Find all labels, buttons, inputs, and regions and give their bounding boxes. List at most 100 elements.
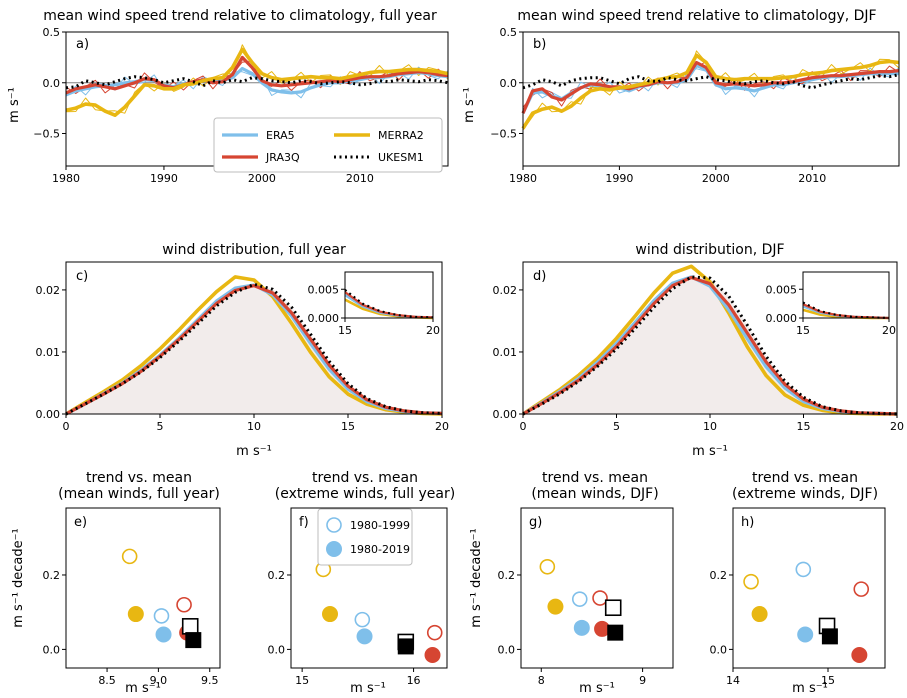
panel-c-ytick-label: 0.02 bbox=[36, 284, 61, 297]
panel-d-xtick-label: 15 bbox=[797, 420, 811, 433]
panel-f-point-era5-1980-1999 bbox=[354, 611, 371, 628]
panel-d-inset-series-ukesm1 bbox=[802, 301, 890, 320]
panel-c-title: wind distribution, full year bbox=[162, 242, 346, 258]
panel-d-xtick-label: 5 bbox=[613, 420, 620, 433]
panel-g-point-ukesm1-1980-1999 bbox=[604, 599, 622, 617]
panel-h-point-era5-1980-1999 bbox=[795, 561, 812, 578]
panel-c-series-ukesm1 bbox=[65, 282, 443, 416]
panel-h-xtick-label: 14 bbox=[726, 674, 740, 687]
panel-e-xtick-label: 8.5 bbox=[98, 674, 116, 687]
panel-e-ytick-label: 0.2 bbox=[43, 569, 61, 582]
panel-d-inset-xtick-label: 20 bbox=[882, 324, 896, 337]
legend-label-era5: ERA5 bbox=[266, 129, 295, 142]
scatter-legend-label-1980-2019: 1980-2019 bbox=[350, 543, 410, 556]
legend-box bbox=[213, 117, 443, 173]
panel-d-ytick-label: 0.02 bbox=[493, 284, 518, 297]
panel-b-series-jra3q bbox=[521, 60, 900, 114]
panel-c-inset-bg bbox=[345, 272, 433, 318]
panel-c-xtick-label: 20 bbox=[435, 420, 449, 433]
panel-b-label: b) bbox=[533, 37, 546, 52]
panel-h-point-jra3q-1980-2019 bbox=[851, 646, 868, 663]
legend-label-merra2: MERRA2 bbox=[378, 129, 424, 142]
panel-a-series-ukesm1 bbox=[65, 75, 449, 90]
panel-d-xtick-label: 10 bbox=[703, 420, 717, 433]
panel-c-xtick-label: 0 bbox=[63, 420, 70, 433]
panel-d-shaded-area bbox=[523, 276, 897, 414]
scatter-legend-label-1980-1999: 1980-1999 bbox=[350, 519, 410, 532]
panel-b-xtick-label: 2000 bbox=[702, 172, 730, 185]
panel-g-xlabel: m s⁻¹ bbox=[579, 681, 615, 696]
panel-g-subtitle: (mean winds, DJF) bbox=[531, 486, 658, 502]
panel-h-subtitle: (extreme winds, DJF) bbox=[732, 486, 878, 502]
panel-e-subtitle: (mean winds, full year) bbox=[58, 486, 220, 502]
panel-a-title: mean wind speed trend relative to climat… bbox=[43, 8, 437, 24]
panel-h-point-merra2-1980-1999 bbox=[743, 573, 759, 590]
panel-g-label: g) bbox=[529, 515, 542, 530]
panel-d-inset-ytick-label: 0.005 bbox=[766, 283, 798, 296]
panel-a-ytick-label: 0.0 bbox=[43, 77, 61, 90]
panel-b-xtick-label: 2010 bbox=[798, 172, 826, 185]
panel-h-label: h) bbox=[741, 515, 754, 530]
panel-a-xtick-label: 1980 bbox=[52, 172, 80, 185]
panel-g-point-era5-1980-2019 bbox=[573, 619, 590, 636]
panel-a-xtick-label: 2010 bbox=[346, 172, 374, 185]
panel-b-title: mean wind speed trend relative to climat… bbox=[517, 8, 876, 24]
panel-c-xtick-label: 5 bbox=[157, 420, 164, 433]
panel-g-title: trend vs. mean bbox=[542, 470, 648, 486]
panel-d-title: wind distribution, DJF bbox=[635, 242, 784, 258]
panel-g-xtick-label: 9 bbox=[639, 674, 646, 687]
panel-e-point-merra2-1980-2019 bbox=[127, 606, 144, 623]
panel-c-ytick-label: 0.00 bbox=[36, 408, 61, 421]
panel-b-series-merra2 bbox=[521, 53, 900, 130]
panel-g-ytick-label: 0.2 bbox=[498, 569, 516, 582]
panel-g-xtick-label: 8 bbox=[538, 674, 545, 687]
legend-label-jra3q: JRA3Q bbox=[265, 151, 300, 164]
panel-e-xlabel: m s⁻¹ bbox=[125, 681, 161, 696]
panel-h-ytick-label: 0.0 bbox=[710, 643, 728, 656]
panel-e-ylabel: m s⁻¹ decade⁻¹ bbox=[11, 528, 26, 627]
panel-d-inset-xtick-label: 15 bbox=[796, 324, 810, 337]
panel-g-frame bbox=[520, 507, 674, 669]
panel-d-xtick-label: 20 bbox=[890, 420, 904, 433]
panel-c-inset-ytick-label: 0.000 bbox=[308, 312, 340, 325]
panel-c-inset-ytick-label: 0.005 bbox=[308, 283, 340, 296]
panel-a-series-merra2 bbox=[65, 47, 449, 117]
panel-d-xtick-label: 0 bbox=[520, 420, 527, 433]
panel-f-point-era5-1980-2019 bbox=[356, 628, 373, 645]
panel-e-point-era5-1980-2019 bbox=[155, 626, 172, 643]
scatter-legend-filled-marker bbox=[326, 541, 342, 557]
panel-g-point-merra2-1980-1999 bbox=[539, 558, 556, 575]
panel-f-xlabel: m s⁻¹ bbox=[350, 681, 386, 696]
panel-a-label: a) bbox=[76, 37, 89, 52]
panel-f-label: f) bbox=[299, 515, 309, 530]
panel-h-frame bbox=[732, 507, 886, 669]
panel-f-ytick-label: 0.0 bbox=[268, 643, 286, 656]
panel-f-frame bbox=[290, 507, 448, 669]
panel-d-label: d) bbox=[533, 269, 546, 284]
panel-b-xtick-label: 1990 bbox=[605, 172, 633, 185]
panel-b-ytick-label: 0.0 bbox=[500, 77, 518, 90]
panel-b-series-ukesm1 bbox=[522, 73, 900, 90]
panel-a-ytick-label: −0.5 bbox=[33, 128, 60, 141]
panel-f-point-ukesm1-1980-2019 bbox=[397, 638, 414, 655]
panel-a-xtick-label: 2000 bbox=[248, 172, 276, 185]
panel-e-title: trend vs. mean bbox=[86, 470, 192, 486]
panel-h-point-ukesm1-1980-2019 bbox=[821, 628, 838, 645]
panel-b-xtick-label: 1980 bbox=[509, 172, 537, 185]
panel-g-point-ukesm1-1980-2019 bbox=[607, 624, 624, 641]
panel-h-xtick-label: 15 bbox=[821, 674, 835, 687]
panel-a-xtick-label: 1990 bbox=[150, 172, 178, 185]
panel-e-frame bbox=[65, 507, 221, 669]
panel-c-inset-xtick-label: 15 bbox=[338, 324, 352, 337]
panel-f-point-jra3q-1980-2019 bbox=[424, 646, 441, 663]
panel-d-inset-ytick-label: 0.000 bbox=[766, 312, 798, 325]
panel-g-ylabel: m s⁻¹ decade⁻¹ bbox=[469, 528, 484, 627]
panel-c-shaded-area bbox=[66, 284, 442, 414]
panel-f-subtitle: (extreme winds, full year) bbox=[275, 486, 455, 502]
panel-d-ytick-label: 0.00 bbox=[493, 408, 518, 421]
panel-f-point-jra3q-1980-1999 bbox=[426, 624, 443, 641]
panel-f-point-merra2-1980-2019 bbox=[322, 606, 338, 623]
panel-c-inset-frame bbox=[344, 271, 434, 319]
panel-b-ytick-label: −0.5 bbox=[490, 128, 517, 141]
